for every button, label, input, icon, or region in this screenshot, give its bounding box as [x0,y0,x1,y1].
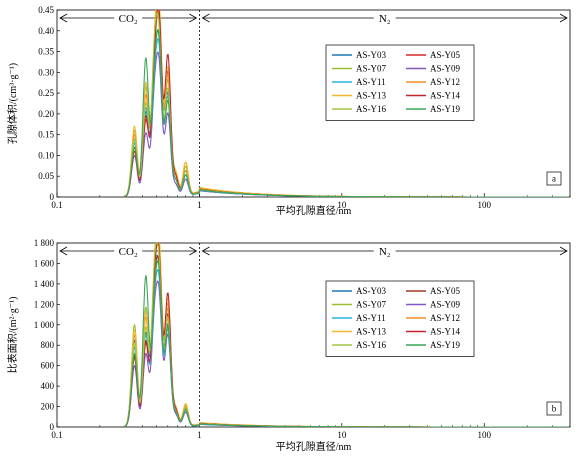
legend-entry-label: AS-Y07 [356,300,387,310]
y-tick-label: 0.05 [38,171,54,181]
legend-entry-label: AS-Y11 [356,77,386,87]
legend-entry-label: AS-Y16 [356,340,387,350]
legend-entry-label: AS-Y03 [356,286,387,296]
y-axis-label: 比表面积/(m²·g⁻¹) [6,297,19,374]
x-axis-label: 平均孔隙直径/nm [276,440,352,453]
y-tick-label: 1 200 [34,299,55,309]
legend-entry-label: AS-Y11 [356,313,386,323]
region-label: N₂ [379,13,391,25]
legend-entry-label: AS-Y12 [430,313,460,323]
y-tick-label: 0.20 [38,109,54,119]
region-arrow-1: N₂ [201,244,568,258]
panel-label: a [546,171,562,186]
region-label: CO₂ [119,13,138,25]
legend-entry-label: AS-Y14 [430,91,461,101]
legend-entry-label: AS-Y05 [430,286,461,296]
legend-entry-label: AS-Y13 [356,91,387,101]
y-tick-label: 1 000 [34,320,55,330]
y-tick-label: 600 [41,361,55,371]
y-tick-label: 1 600 [34,258,55,268]
y-tick-label: 0.35 [38,47,54,57]
legend-entry-label: AS-Y09 [430,64,461,74]
legend-entry-label: AS-Y12 [430,77,460,87]
y-tick-label: 0.45 [38,5,54,15]
panel-label: b [546,401,562,416]
y-tick-label: 0 [50,422,55,432]
y-tick-label: 0.40 [38,26,54,36]
y-tick-label: 800 [41,340,55,350]
legend-entry-label: AS-Y19 [430,340,461,350]
chart-panel-b: 0 200 400 600 800 1 000 1 200 1 400 1 600 1 800 0.… [6,238,571,453]
region-label: N₂ [379,246,391,258]
legend-entry-label: AS-Y13 [356,327,387,337]
y-tick-label: 1 400 [34,279,55,289]
chart-panel-a: 0 0.05 0.10 0.15 0.20 0.25 0.30 0.35 0.40 0.45 0.1… [6,5,571,217]
x-axis-label: 平均孔隙直径/nm [276,204,352,217]
y-tick-label: 0 [50,192,55,202]
y-tick-label: 0.30 [38,67,54,77]
y-tick-label: 0.25 [38,88,54,98]
x-tick-label: 100 [478,200,492,210]
legend-entry-label: AS-Y03 [356,50,387,60]
series-group [124,243,569,427]
y-tick-label: 0.15 [38,130,54,140]
x-tick-label: 100 [478,430,492,440]
legend: AS-Y03 AS-Y05 AS-Y07 AS-Y09 AS-Y11 AS-Y12 AS-Y… [325,44,475,121]
legend-entry-label: AS-Y14 [430,327,461,337]
legend-entry-label: AS-Y16 [356,104,387,114]
region-label: CO₂ [119,246,138,258]
region-arrow-0: CO₂ [59,244,198,258]
series-line-as-y19 [124,28,569,197]
x-tick-label: 1 [197,430,202,440]
plot-frame [56,9,571,198]
legend-entry-label: AS-Y05 [430,50,461,60]
x-tick-label: 10 [337,430,347,440]
y-tick-label: 1 800 [34,238,55,248]
panel-label-text: b [552,404,557,414]
y-axis-label: 孔隙体积/(cm³·g⁻¹) [6,63,19,144]
region-arrow-0: CO₂ [59,11,198,25]
legend-entry-label: AS-Y09 [430,300,461,310]
legend: AS-Y03 AS-Y05 AS-Y07 AS-Y09 AS-Y11 AS-Y12 AS-Y… [325,280,475,357]
y-tick-label: 0.10 [38,150,54,160]
legend-entry-label: AS-Y19 [430,104,461,114]
region-arrow-1: N₂ [201,11,568,25]
y-tick-label: 200 [41,402,55,412]
legend-entry-label: AS-Y07 [356,64,387,74]
y-tick-label: 400 [41,381,55,391]
x-tick-label: 0.1 [51,430,62,440]
x-tick-label: 0.1 [51,200,62,210]
x-tick-label: 1 [197,200,202,210]
panel-label-text: a [552,174,556,184]
x-tick-label: 10 [337,200,347,210]
series-group [124,10,569,197]
series-line-as-y19 [124,260,569,427]
